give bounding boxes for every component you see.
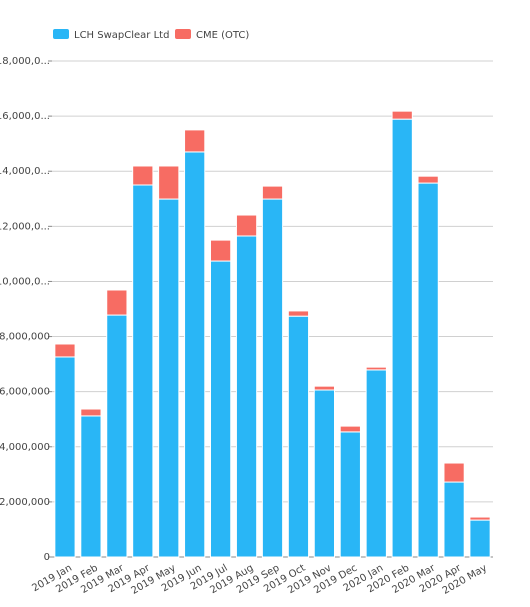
- bar-segment: [391, 110, 413, 120]
- legend-swatch[interactable]: [53, 29, 69, 39]
- bar-segment: [54, 343, 76, 358]
- y-tick-label: 16,000,0...: [0, 111, 50, 122]
- bar-segment: [443, 462, 465, 483]
- bar-segment: [443, 481, 465, 558]
- y-tick-label: 10,000,0...: [0, 276, 50, 287]
- bar-segment: [287, 310, 310, 317]
- y-tick-label: 14,000,0...: [0, 166, 50, 177]
- bar-segment: [469, 516, 491, 521]
- bar-segment: [339, 425, 361, 433]
- bar-segment: [80, 415, 102, 558]
- legend-label[interactable]: LCH SwapClear Ltd: [74, 30, 169, 41]
- legend-swatch[interactable]: [175, 29, 191, 39]
- bar-segment: [287, 315, 310, 558]
- bar-segment: [339, 431, 361, 558]
- bar-segment: [391, 118, 413, 558]
- bar-segment: [261, 198, 284, 558]
- bar-segment: [184, 151, 206, 558]
- bar-segment: [261, 185, 284, 200]
- bar-segment: [158, 165, 180, 200]
- bar-segment: [106, 289, 128, 316]
- bar-segment: [210, 260, 232, 558]
- bar-segment: [184, 129, 206, 153]
- y-tick-label: 0: [44, 552, 50, 563]
- bar-segment: [313, 385, 335, 391]
- bar-segment: [106, 314, 128, 558]
- bar-segment: [132, 184, 154, 558]
- bar-segment: [54, 356, 76, 558]
- bar-segment: [417, 175, 439, 184]
- bar-segment: [80, 408, 102, 417]
- y-tick-label: 6,000,000: [0, 387, 50, 398]
- bar-segment: [132, 165, 154, 186]
- y-tick-label: 12,000,0...: [0, 221, 50, 232]
- bar-segment: [158, 198, 180, 558]
- bar-segment: [210, 239, 232, 262]
- y-tick-label: 4,000,000: [0, 442, 50, 453]
- bar-segment: [235, 214, 258, 237]
- y-tick-label: 18,000,0...: [0, 56, 50, 67]
- bar-segment: [365, 369, 387, 558]
- y-tick-label: 8,000,000: [0, 332, 50, 343]
- bar-segment: [365, 366, 387, 371]
- bar-segment: [235, 235, 258, 558]
- y-tick-label: 2,000,000: [0, 497, 50, 508]
- bar-segment: [469, 519, 491, 558]
- bar-segment: [417, 182, 439, 558]
- legend-label[interactable]: CME (OTC): [196, 30, 249, 41]
- bar-segment: [313, 389, 335, 558]
